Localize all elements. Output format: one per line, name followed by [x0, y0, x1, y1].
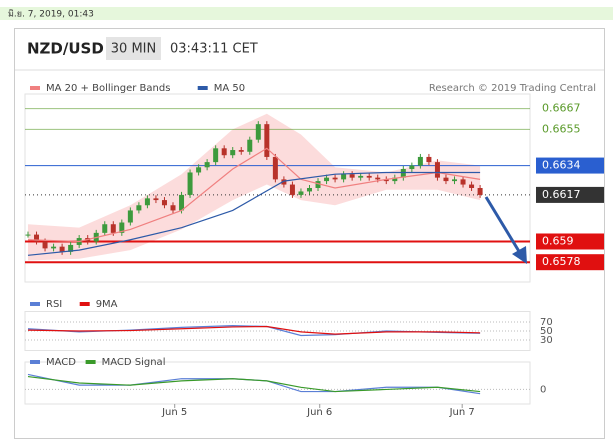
x-tick-label: Jun 5 — [161, 407, 187, 418]
candle — [434, 162, 440, 178]
candle — [204, 162, 210, 168]
level-label: 0.659 — [542, 234, 574, 247]
candle — [289, 184, 295, 195]
level-label-box — [536, 157, 604, 174]
candle — [161, 200, 167, 206]
legend-label: 9MA — [96, 299, 118, 310]
candle — [230, 150, 236, 156]
candle — [469, 184, 475, 188]
candle — [264, 124, 270, 157]
candle — [59, 246, 65, 252]
y-tick-label: 50 — [540, 326, 553, 337]
symbol: NZD/USD — [27, 40, 104, 58]
series-line — [27, 171, 481, 256]
legend-label: MA 20 + Bollinger Bands — [46, 83, 170, 94]
candle — [110, 224, 116, 233]
candle — [460, 179, 466, 185]
candle — [392, 177, 398, 182]
panel-frame — [24, 361, 531, 405]
candle — [375, 177, 381, 180]
level-label: 0.6667 — [542, 102, 581, 115]
level-label: 0.6578 — [542, 255, 581, 268]
candle — [51, 246, 57, 249]
legend-label: RSI — [46, 299, 62, 310]
charts: 0.6667 0.6655 0.6634 0.6617 0.659 0.6578 MA 20… — [24, 83, 604, 418]
series-line — [27, 147, 481, 243]
candle — [144, 198, 150, 206]
x-tick-label: Jun 6 — [306, 407, 332, 418]
bollinger-band — [27, 113, 481, 261]
candle — [358, 175, 364, 178]
timestamp: มิ.ย. 7, 2019, 01:43 — [8, 9, 94, 20]
y-tick-label: 0 — [540, 384, 546, 395]
timeframe-box — [106, 37, 161, 60]
candle — [42, 241, 48, 249]
clock: 03:43:11 CET — [170, 42, 258, 57]
widget-frame — [14, 28, 605, 439]
candle — [119, 222, 125, 233]
candle — [366, 175, 372, 178]
level-label-box — [536, 233, 604, 250]
credit: Research © 2019 Trading Central — [429, 83, 596, 94]
legend-label: MACD — [46, 357, 76, 368]
forecast-arrow — [484, 196, 522, 254]
legend-label: MACD Signal — [102, 357, 166, 368]
level-label: 0.6634 — [542, 159, 581, 172]
candle — [247, 139, 253, 152]
candle — [341, 174, 347, 180]
candle — [196, 167, 202, 173]
candle — [221, 148, 227, 156]
candle — [238, 150, 244, 152]
arrow-head — [512, 246, 527, 264]
level-label: 0.6617 — [542, 188, 581, 201]
series-line — [27, 325, 481, 335]
candle — [443, 177, 449, 182]
candle — [179, 194, 185, 211]
candle — [332, 177, 338, 180]
candle — [315, 181, 321, 188]
x-tick-label: Jun 7 — [449, 407, 475, 418]
candle — [187, 172, 193, 195]
level-label: 0.6655 — [542, 122, 581, 135]
candle — [477, 188, 483, 195]
candle — [153, 198, 159, 201]
panel-frame — [24, 93, 531, 283]
candle — [170, 205, 176, 211]
candle — [213, 148, 219, 163]
candle — [25, 234, 31, 236]
candle — [281, 179, 287, 185]
candle — [409, 165, 415, 170]
candle — [68, 244, 74, 252]
candle — [349, 174, 355, 178]
level-label-box — [536, 254, 604, 271]
y-tick-label: 30 — [540, 335, 553, 346]
candle — [255, 124, 261, 140]
candle — [452, 179, 458, 182]
y-tick-label: 70 — [540, 317, 553, 328]
candle — [127, 210, 133, 223]
level-label-box — [536, 186, 604, 203]
candle — [136, 205, 142, 211]
candle — [426, 156, 432, 163]
candle — [272, 156, 278, 180]
timestamp-strip — [0, 7, 613, 20]
candle — [400, 169, 406, 178]
candle — [298, 191, 304, 195]
candle — [383, 179, 389, 182]
legend-label: MA 50 — [214, 83, 245, 94]
timeframe: 30 MIN — [111, 42, 156, 57]
candle — [34, 234, 40, 242]
candle — [306, 188, 312, 192]
series-line — [27, 375, 481, 393]
candle — [324, 177, 330, 182]
candle — [417, 156, 423, 166]
candle — [102, 224, 108, 233]
